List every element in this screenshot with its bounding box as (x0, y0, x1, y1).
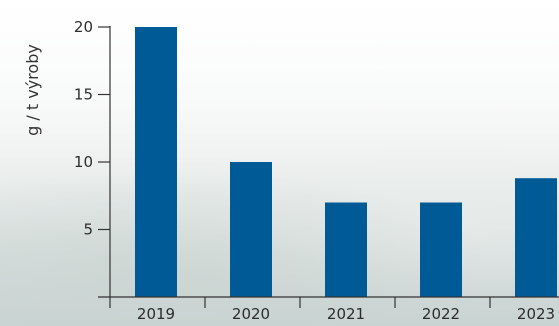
x-tick-label-2020: 2020 (232, 305, 270, 323)
y-tick-label-20: 20 (74, 18, 93, 36)
x-tick-label-2019: 2019 (137, 305, 175, 323)
bar-2020 (230, 162, 272, 297)
y-tick-label-10: 10 (74, 153, 93, 171)
y-tick-label-5: 5 (83, 221, 93, 239)
x-tick-label-2022: 2022 (422, 305, 460, 323)
y-tick-label-15: 15 (74, 86, 93, 104)
y-axis-label: g / t výroby (23, 44, 42, 136)
x-tick-label-2021: 2021 (327, 305, 365, 323)
bar-2021 (325, 202, 367, 297)
bar-2023 (515, 178, 557, 297)
bar-2022 (420, 202, 462, 297)
x-tick-label-2023: 2023 (517, 305, 555, 323)
bar-2019 (135, 27, 177, 297)
